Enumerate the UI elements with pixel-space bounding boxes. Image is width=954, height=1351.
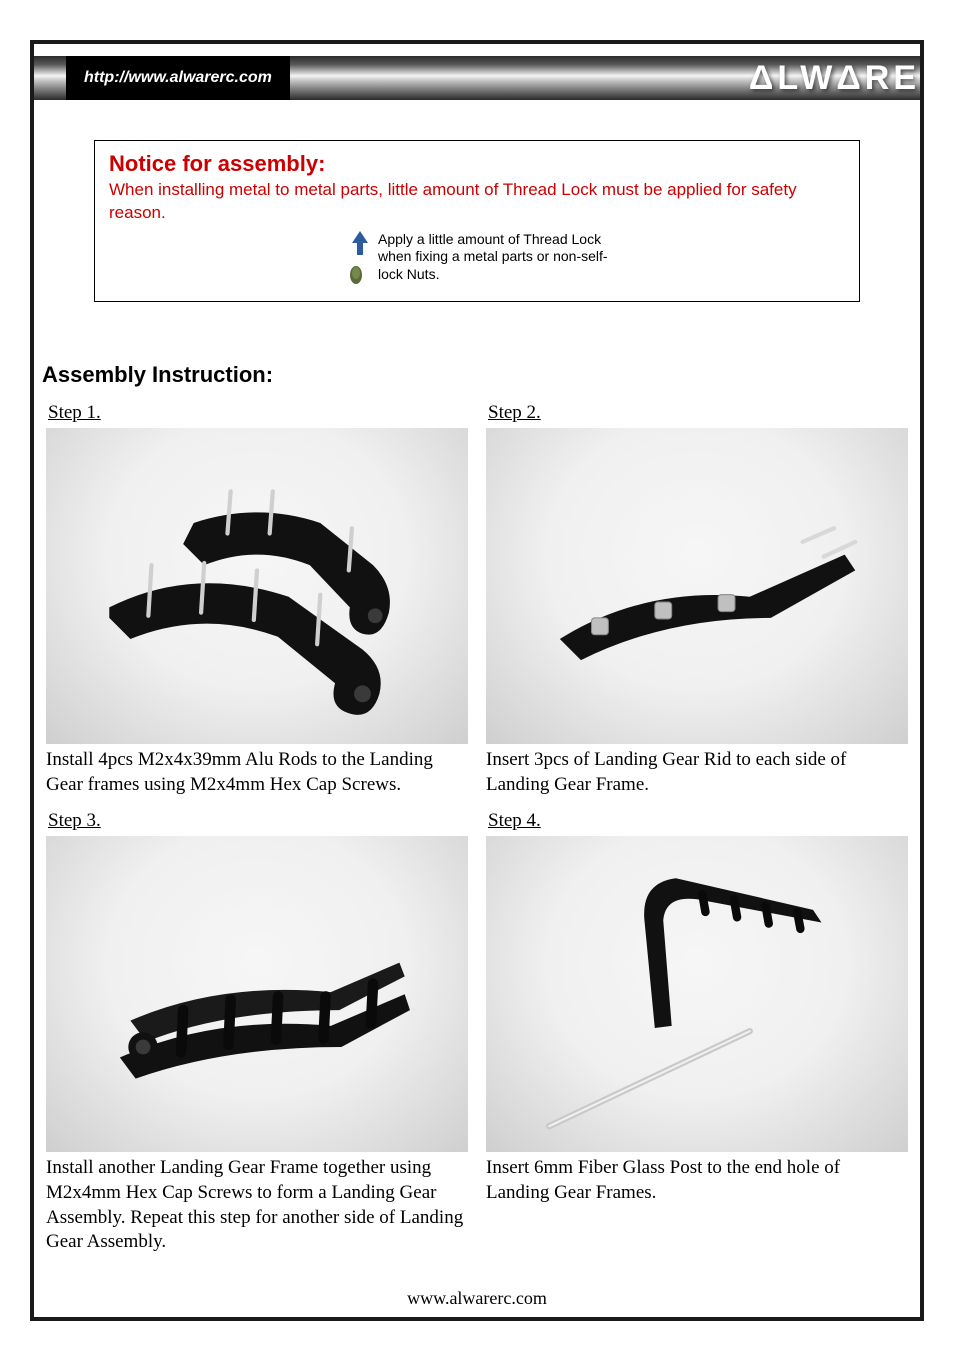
step-label: Step 3.: [48, 810, 468, 832]
step-caption: Install another Landing Gear Frame toget…: [46, 1156, 468, 1255]
footer-url: www.alwarerc.com: [34, 1288, 920, 1309]
step1-illustration: [46, 428, 468, 745]
step-caption: Install 4pcs M2x4x39mm Alu Rods to the L…: [46, 748, 468, 797]
step-photo: [46, 428, 468, 745]
step-cell: Step 4.: [486, 810, 908, 1255]
step-cell: Step 3.: [46, 810, 468, 1255]
step-photo: [46, 836, 468, 1153]
header-url: http://www.alwarerc.com: [66, 56, 290, 100]
notice-body: When installing metal to metal parts, li…: [109, 179, 845, 225]
step-label: Step 4.: [488, 810, 908, 832]
notice-callout-row: Apply a little amount of Thread Lock whe…: [109, 231, 845, 287]
step-cell: Step 1.: [46, 402, 468, 798]
step-caption: Insert 6mm Fiber Glass Post to the end h…: [486, 1156, 908, 1205]
step-cell: Step 2.: [486, 402, 908, 798]
step4-illustration: [486, 836, 908, 1153]
notice-title: Notice for assembly:: [109, 151, 845, 177]
thread-lock-arrow-icon: [346, 231, 374, 287]
notice-box: Notice for assembly: When installing met…: [94, 140, 860, 302]
notice-callout: Apply a little amount of Thread Lock whe…: [346, 231, 608, 287]
step-label: Step 2.: [488, 402, 908, 424]
step2-illustration: [486, 428, 908, 745]
steps-grid: Step 1.: [46, 402, 908, 1255]
step-photo: [486, 428, 908, 745]
page: http://www.alwarerc.com ΔLWΔRE Notice fo…: [0, 0, 954, 1351]
logo: ΔLWΔRE: [749, 56, 920, 100]
outer-frame: http://www.alwarerc.com ΔLWΔRE Notice fo…: [30, 40, 924, 1321]
header-bar: http://www.alwarerc.com ΔLWΔRE: [34, 56, 920, 100]
step3-illustration: [46, 836, 468, 1153]
step-photo: [486, 836, 908, 1153]
step-label: Step 1.: [48, 402, 468, 424]
section-heading: Assembly Instruction:: [42, 362, 920, 388]
step-caption: Insert 3pcs of Landing Gear Rid to each …: [486, 748, 908, 797]
notice-callout-text: Apply a little amount of Thread Lock whe…: [378, 231, 608, 284]
